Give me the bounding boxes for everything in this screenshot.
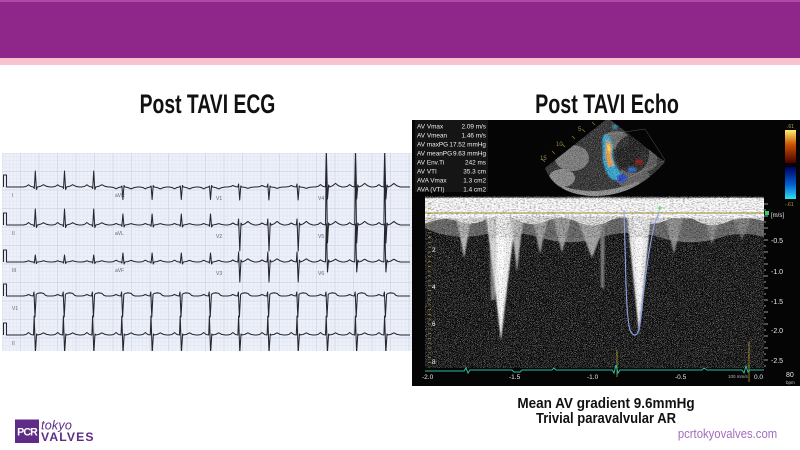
svg-text:AV Env.Ti: AV Env.Ti — [417, 160, 444, 167]
svg-text:AV VTI: AV VTI — [417, 169, 437, 176]
svg-text:bpm: bpm — [786, 380, 795, 385]
svg-text:VALVES: VALVES — [41, 430, 95, 444]
svg-text:II: II — [12, 341, 15, 347]
svg-text:I: I — [12, 193, 13, 199]
svg-text:-2.0: -2.0 — [422, 374, 434, 381]
svg-text:17.52 mmHg: 17.52 mmHg — [449, 142, 486, 149]
svg-text:-2.5: -2.5 — [771, 358, 783, 365]
svg-text:-1.0: -1.0 — [771, 269, 783, 276]
svg-text:6: 6 — [432, 321, 436, 328]
svg-text:8: 8 — [432, 359, 436, 366]
svg-text:AV meanPG: AV meanPG — [417, 151, 452, 158]
svg-text:V5: V5 — [318, 234, 324, 240]
svg-text:2: 2 — [432, 247, 436, 254]
svg-text:.61: .61 — [787, 124, 794, 130]
svg-text:AV maxPG: AV maxPG — [417, 142, 448, 149]
svg-text:1.4 cm2: 1.4 cm2 — [463, 187, 486, 194]
svg-text:-0.5: -0.5 — [771, 238, 783, 245]
svg-text:tokyo: tokyo — [41, 419, 72, 433]
svg-text:100 mm/s: 100 mm/s — [728, 374, 749, 379]
svg-text:5: 5 — [578, 127, 582, 133]
svg-text:-0.5: -0.5 — [675, 374, 687, 381]
svg-text:-2.0: -2.0 — [771, 328, 783, 335]
svg-text:4: 4 — [432, 284, 436, 291]
svg-text:V1: V1 — [12, 306, 18, 312]
svg-text:III: III — [12, 268, 16, 274]
svg-text:V6: V6 — [318, 271, 324, 277]
svg-text:AV Vmean: AV Vmean — [417, 133, 448, 140]
svg-text:1.3 cm2: 1.3 cm2 — [463, 178, 486, 185]
svg-text:0.0: 0.0 — [754, 374, 763, 381]
svg-text:V4: V4 — [318, 196, 324, 202]
svg-text:9.63 mmHg: 9.63 mmHg — [453, 151, 486, 158]
svg-text:2.09 m/s: 2.09 m/s — [461, 124, 486, 131]
svg-text:V3: V3 — [216, 271, 222, 277]
svg-text:AV Vmax: AV Vmax — [417, 124, 444, 131]
svg-text:[m/s]: [m/s] — [771, 213, 784, 219]
svg-text:242 ms: 242 ms — [465, 160, 486, 167]
svg-text:aVL: aVL — [115, 231, 124, 237]
svg-text:80: 80 — [786, 372, 794, 379]
svg-text:PCR: PCR — [17, 427, 38, 439]
svg-text:II: II — [12, 231, 15, 237]
svg-text:aVF: aVF — [115, 268, 124, 274]
svg-text:-1.5: -1.5 — [509, 374, 521, 381]
svg-text:AVA (VTI): AVA (VTI) — [417, 187, 444, 194]
svg-text:1.46 m/s: 1.46 m/s — [461, 133, 486, 140]
svg-text:V2: V2 — [216, 234, 222, 240]
svg-text:-1.5: -1.5 — [771, 299, 783, 306]
svg-text:V1: V1 — [216, 196, 222, 202]
svg-text:-.61: -.61 — [785, 202, 794, 208]
svg-text:10: 10 — [556, 142, 563, 148]
svg-text:15: 15 — [540, 156, 547, 162]
svg-text:-1.0: -1.0 — [587, 374, 599, 381]
svg-text:aVR: aVR — [115, 193, 125, 199]
svg-text:AVA Vmax: AVA Vmax — [417, 178, 447, 185]
svg-text:35.3 cm: 35.3 cm — [463, 169, 486, 176]
